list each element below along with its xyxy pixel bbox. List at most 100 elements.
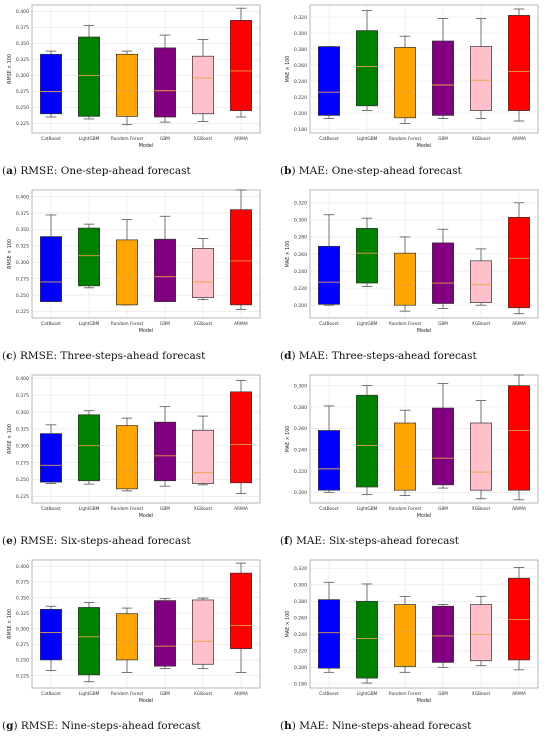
box-lightgbm [78,25,100,120]
box-random-forest [394,35,416,124]
box-body [40,53,62,115]
box-lightgbm [356,10,378,111]
x-tick-label: ARIMA [512,691,526,697]
box-body [154,238,176,302]
y-tick-label: 0.275 [16,642,29,648]
panel-caption: (f) MAE: Six-steps-ahead forecast [280,535,460,547]
x-tick-label: ARIMA [234,506,248,512]
y-tick-label: 0.300 [294,383,307,389]
panel-letter: a [6,165,13,177]
y-tick-label: 0.375 [16,25,29,31]
box-body [394,604,416,667]
x-tick-label: ARIMA [512,136,526,142]
box-xgboost [192,238,214,301]
box-body [192,248,214,299]
y-tick-label: 0.200 [294,111,307,117]
y-tick-label: 0.350 [16,41,29,47]
y-axis-label: RMSE × 100 [7,239,13,269]
box-body [154,600,176,667]
box-arima [230,7,252,118]
box-body [78,36,100,117]
x-tick-label: CatBoost [41,136,61,142]
x-tick-label: XGBoost [194,691,213,697]
box-body [432,242,454,304]
box-random-forest [116,219,138,306]
box-body [356,394,378,488]
y-tick-label: 0.300 [16,444,29,450]
box-body [116,425,138,490]
x-tick-label: CatBoost [41,321,61,327]
x-tick-label: ARIMA [234,321,248,327]
panel-caption: (c) RMSE: Three-steps-ahead forecast [2,350,206,362]
y-tick-label: 0.225 [16,121,29,127]
box-xgboost [470,595,492,667]
x-tick-label: CatBoost [319,321,339,327]
box-body [318,46,340,116]
y-tick-label: 0.300 [16,73,29,79]
box-body [40,236,62,302]
x-tick-label: GBM [160,506,170,512]
box-body [394,47,416,119]
box-arima [230,562,252,673]
y-tick-label: 0.220 [294,286,307,292]
x-tick-label: Random Forest [389,691,422,697]
box-gbm [432,18,454,119]
x-tick-label: LightGBM [357,506,378,512]
box-lightgbm [356,583,378,684]
x-tick-label: XGBoost [194,321,213,327]
x-tick-label: LightGBM [79,321,100,327]
y-tick-label: 0.280 [294,405,307,411]
box-gbm [154,34,176,123]
y-tick-label: 0.240 [294,269,307,275]
box-catboost [318,214,340,306]
box-lightgbm [356,385,378,495]
box-lightgbm [78,223,100,289]
y-tick-label: 0.320 [294,201,307,207]
x-axis-label: Model [139,698,153,704]
y-axis-label: RMSE × 100 [7,424,13,454]
x-axis-label: Model [139,143,153,149]
x-axis-label: Model [417,143,431,149]
box-gbm [432,383,454,489]
x-tick-label: GBM [438,321,448,327]
y-tick-label: 0.220 [294,95,307,101]
x-axis-label: Model [139,513,153,519]
x-tick-label: ARIMA [234,691,248,697]
box-arima [508,567,530,671]
axes-frame [31,559,261,689]
box-gbm [432,604,454,668]
x-tick-label: CatBoost [41,506,61,512]
y-tick-label: 0.200 [294,490,307,496]
box-body [470,260,492,303]
box-gbm [154,598,176,670]
box-body [78,607,100,676]
box-body [230,391,252,484]
x-tick-label: GBM [160,691,170,697]
y-tick-label: 0.300 [294,31,307,37]
y-tick-label: 0.260 [294,616,307,622]
boxplot-a: 0.225 0.250 0.275 0.300 0.325 0.350 0.375 0.400… [7,4,261,149]
y-tick-label: 0.300 [294,218,307,224]
y-tick-label: 0.400 [16,376,29,382]
panel-caption-text: RMSE: One-step-ahead forecast [20,165,191,177]
box-random-forest [394,595,416,673]
box-body [192,429,214,484]
plot-area [310,375,538,503]
x-axis-label: Model [417,328,431,334]
box-random-forest [394,409,416,496]
panel-caption: (g) RMSE: Nine-steps-ahead forecast [2,720,201,732]
box-body [230,209,252,306]
box-body [154,47,176,118]
x-tick-label: ARIMA [512,506,526,512]
box-body [78,227,100,287]
panel-letter: b [284,165,292,177]
panel-caption-text: MAE: Nine-steps-ahead forecast [299,720,472,732]
x-tick-label: Random Forest [389,136,422,142]
y-tick-label: 0.180 [294,127,307,133]
x-tick-label: ARIMA [512,321,526,327]
axes-frame [309,374,539,504]
box-body [508,385,530,491]
panel-caption: (d) MAE: Three-steps-ahead forecast [280,350,477,362]
y-tick-label: 0.275 [16,276,29,282]
axes-frame [31,4,261,134]
